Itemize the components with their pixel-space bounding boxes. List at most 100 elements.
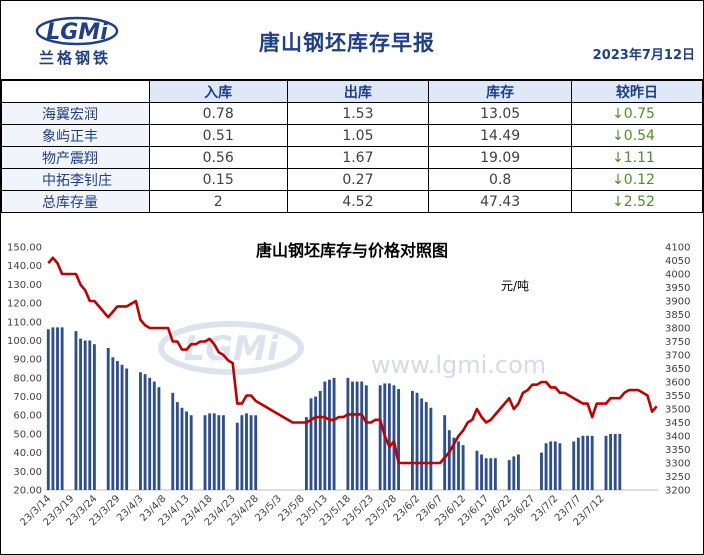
inventory-bar <box>60 327 64 490</box>
inventory-bar <box>549 441 553 490</box>
right-axis-tick-label: 3350 <box>665 445 690 456</box>
left-axis-tick-label: 130.00 <box>7 280 42 291</box>
left-axis-tick-label: 20.00 <box>13 486 42 497</box>
right-axis-tick-label: 3450 <box>665 418 690 429</box>
inventory-bar <box>314 396 318 490</box>
inventory-bar <box>484 458 488 490</box>
change-value: ↓0.54 <box>571 124 703 147</box>
right-axis-tick-label: 3500 <box>665 405 690 416</box>
inventory-bar <box>590 435 594 490</box>
warehouse-name: 中拓李钊庄 <box>1 168 150 191</box>
left-axis-tick-label: 140.00 <box>7 261 42 272</box>
inventory-bar <box>157 387 161 490</box>
right-axis-tick-label: 4050 <box>665 256 690 267</box>
inventory-bar <box>304 417 308 490</box>
table-row: 象屿正丰 0.51 1.05 14.49 ↓0.54 <box>1 124 703 147</box>
change-value: ↓0.75 <box>571 102 703 125</box>
watermark-text: www.lgmi.com <box>371 351 546 379</box>
table-row: 物产震翔 0.56 1.67 19.09 ↓1.11 <box>1 146 703 169</box>
inventory-bar <box>332 377 336 490</box>
inventory-bar <box>83 340 87 490</box>
inventory-bar <box>489 458 493 490</box>
inventory-bar <box>88 340 92 490</box>
right-axis-tick-label: 4100 <box>665 243 690 254</box>
inventory-bar <box>378 385 382 490</box>
left-axis-tick-label: 90.00 <box>13 355 42 366</box>
left-axis-tick-label: 80.00 <box>13 373 42 384</box>
inventory-bar <box>604 435 608 490</box>
inventory-bar <box>576 437 580 490</box>
right-axis-tick-label: 4000 <box>665 270 690 281</box>
inventory-bar <box>175 402 179 490</box>
inventory-bar <box>143 374 147 490</box>
outbound-value: 0.27 <box>286 168 430 191</box>
inventory-bar <box>245 413 248 490</box>
inventory-bar <box>429 407 433 490</box>
inventory-bar <box>79 338 82 490</box>
inventory-bar <box>457 441 460 490</box>
inventory-bar <box>475 450 479 490</box>
inventory-bar <box>410 390 414 490</box>
inventory-bar <box>572 441 576 490</box>
inventory-bar <box>56 327 59 490</box>
inventory-bar <box>397 389 401 490</box>
right-axis-tick-label: 3800 <box>665 324 690 335</box>
inventory-bar <box>424 402 428 490</box>
watermark-logo <box>158 321 304 375</box>
inventory-bar <box>360 381 364 490</box>
outbound-value: 4.52 <box>286 190 430 213</box>
inventory-bar <box>46 329 50 490</box>
inventory-bar <box>185 411 189 490</box>
inventory-bar <box>355 381 359 490</box>
inventory-bar <box>544 443 548 490</box>
warehouse-name: 海翼宏润 <box>1 102 150 125</box>
inventory-bar <box>212 413 216 490</box>
inventory-bar <box>387 383 391 490</box>
table-row: 海翼宏润 0.78 1.53 13.05 ↓0.75 <box>1 102 703 125</box>
right-axis-tick-label: 3200 <box>665 486 690 497</box>
inventory-bar <box>309 398 313 490</box>
column-header: 入库 <box>148 80 288 103</box>
inventory-bar <box>235 422 239 490</box>
left-axis-tick-label: 60.00 <box>13 411 42 422</box>
column-header: 较昨日 <box>571 80 703 103</box>
inventory-bar <box>106 347 110 490</box>
inventory-bar <box>152 381 156 490</box>
report-date: 2023年7月12日 <box>592 48 695 63</box>
table-row: 总库存量 2 4.52 47.43 ↓2.52 <box>1 190 703 213</box>
inbound-value: 0.78 <box>148 102 288 125</box>
left-axis-tick-label: 50.00 <box>13 429 42 440</box>
right-axis-tick-label: 3900 <box>665 297 690 308</box>
inventory-bar <box>125 368 129 490</box>
inventory-bar <box>392 385 396 490</box>
inventory-bar <box>415 392 419 490</box>
inventory-bar <box>447 430 451 490</box>
inventory-bar <box>92 344 96 490</box>
inventory-bar <box>613 433 617 490</box>
left-axis-tick-label: 70.00 <box>13 392 42 403</box>
price-line <box>47 256 658 465</box>
inventory-bar <box>609 433 613 490</box>
stock-value: 13.05 <box>428 102 573 125</box>
inventory-bar <box>540 452 543 490</box>
change-value: ↓0.12 <box>571 168 703 191</box>
inventory-bar <box>507 460 511 490</box>
inventory-bar <box>581 435 585 490</box>
stock-value: 0.8 <box>428 168 573 191</box>
stock-value: 19.09 <box>428 146 573 169</box>
outbound-value: 1.05 <box>286 124 430 147</box>
left-axis-tick-label: 150.00 <box>7 243 42 254</box>
inventory-bar <box>586 435 589 490</box>
inventory-bar <box>346 377 350 490</box>
logo-mark: LGMi <box>46 20 108 45</box>
inventory-bar <box>180 407 184 490</box>
inventory-bar <box>351 381 354 490</box>
warehouse-name: 总库存量 <box>1 190 150 213</box>
inventory-bar <box>323 381 327 490</box>
report-header: LGMi 兰格钢铁 唐山钢坯库存早报 2023年7月12日 <box>1 1 703 80</box>
inbound-value: 0.15 <box>148 168 288 191</box>
inventory-table: 入库 出库 库存 较昨日 海翼宏润 0.78 1.53 13.05 ↓0.75 … <box>1 80 703 213</box>
change-value: ↓1.11 <box>571 146 703 169</box>
inventory-bar <box>452 437 456 490</box>
left-axis-tick-label: 120.00 <box>7 299 42 310</box>
